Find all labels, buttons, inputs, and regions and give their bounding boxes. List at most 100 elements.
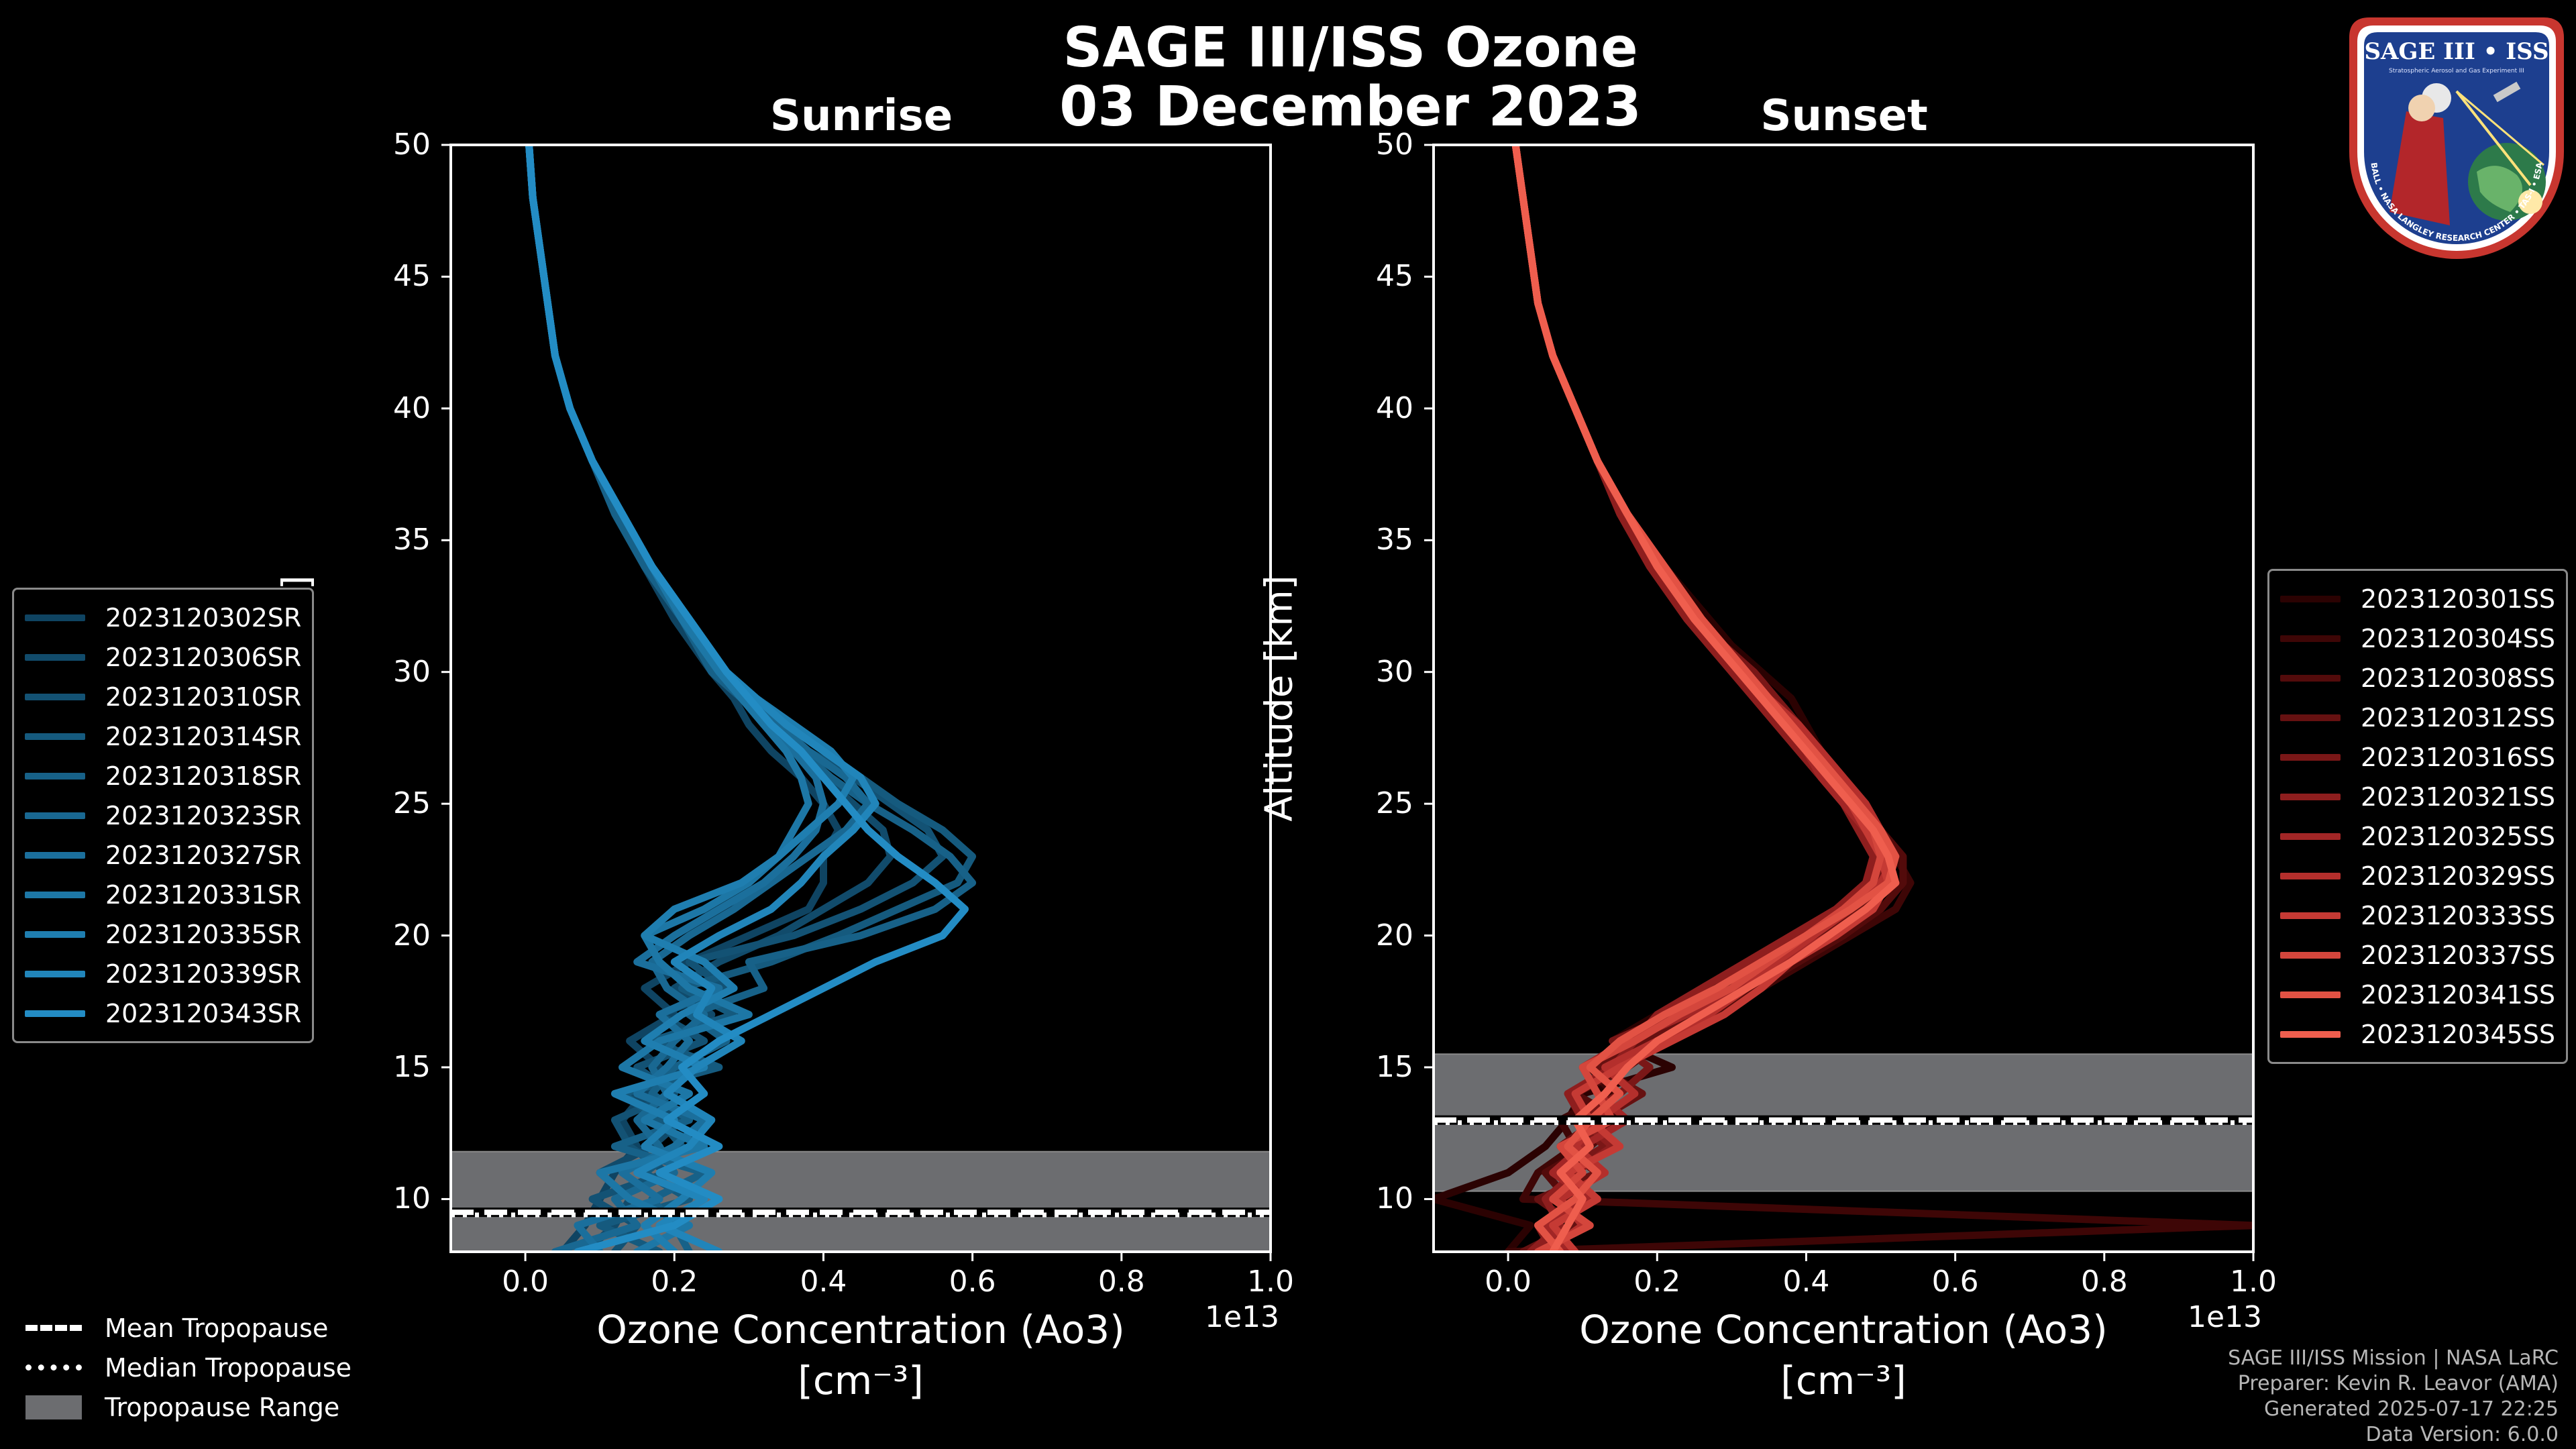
legend-label: 2023120318SR	[105, 761, 302, 791]
legend-label: 2023120302SR	[105, 602, 302, 633]
legend-item: 2023120301SS	[2280, 579, 2555, 619]
legend-item: 2023120308SS	[2280, 658, 2555, 698]
dotted-line-swatch	[25, 1364, 82, 1371]
legend-swatch	[25, 693, 85, 700]
legend-label: 2023120331SR	[105, 879, 302, 910]
sunset-ytick-label: 10	[1376, 1181, 1413, 1216]
legend-swatch	[2280, 912, 2341, 919]
sunrise-x-axis-unit: [cm⁻³]	[798, 1358, 924, 1403]
chart-title-line2: 03 December 2023	[1059, 75, 1642, 139]
sunset-y-axis-label: Altitude [km]	[1257, 575, 1301, 822]
sunset-xtick-label: 0.0	[1485, 1265, 1532, 1299]
legend-item: 2023120329SS	[2280, 856, 2555, 896]
sunrise-series-2023120331SR	[525, 145, 812, 1252]
legend-swatch	[25, 970, 85, 977]
sunset-ytick-label: 15	[1376, 1050, 1413, 1084]
figure-robe-icon	[2390, 111, 2450, 225]
legend-label: 2023120337SS	[2361, 940, 2556, 970]
footer-line: SAGE III/ISS Mission | NASA LaRC	[2228, 1346, 2559, 1370]
range-swatch	[25, 1395, 82, 1419]
sunrise-ytick-label: 15	[393, 1050, 431, 1084]
sunrise-ytick-label: 25	[393, 786, 431, 821]
legend-swatch	[25, 653, 85, 661]
sunrise-x-axis-label: Ozone Concentration (Ao3) [cm⁻³]	[559, 1304, 1163, 1406]
legend-label: 2023120321SS	[2361, 782, 2556, 812]
legend-item: 2023120345SS	[2280, 1014, 2555, 1054]
legend-swatch	[2280, 595, 2341, 602]
sunset-x-axis-label-text: Ozone Concentration (Ao3)	[1579, 1307, 2108, 1352]
badge-subtitle: Stratospheric Aerosol and Gas Experiment…	[2389, 68, 2524, 74]
legend-swatch	[25, 614, 85, 621]
legend-swatch	[2280, 872, 2341, 879]
legend-item: 2023120302SR	[25, 598, 301, 637]
legend-item: 2023120318SR	[25, 756, 301, 796]
sunset-xtick-label: 0.8	[2080, 1265, 2128, 1299]
sunrise-legend: 2023120302SR 2023120306SR 2023120310SR 2023…	[12, 588, 315, 1043]
sunset-ytick-label: 30	[1376, 654, 1413, 689]
badge-title: SAGE III • ISS	[2364, 38, 2548, 65]
legend-item: 2023120325SS	[2280, 816, 2555, 856]
legend-label: 2023120345SS	[2361, 1019, 2556, 1049]
legend-item: 2023120335SR	[25, 914, 301, 954]
sunset-x-exponent: 1e13	[2188, 1300, 2263, 1334]
legend-label: 2023120341SS	[2361, 979, 2556, 1010]
legend-label: 2023120306SR	[105, 642, 302, 672]
sunset-ytick-label: 35	[1376, 523, 1413, 557]
dashed-line-swatch	[25, 1325, 82, 1331]
legend-label: 2023120304SS	[2361, 623, 2556, 653]
legend-swatch	[25, 891, 85, 898]
legend-swatch	[2280, 1030, 2341, 1038]
legend-label: Tropopause Range	[105, 1392, 340, 1422]
iss-station-icon	[2493, 81, 2521, 103]
sunset-xtick-label: 0.6	[1931, 1265, 1979, 1299]
legend-label: 2023120301SS	[2361, 584, 2556, 614]
legend-swatch	[25, 851, 85, 859]
legend-label: 2023120343SR	[105, 998, 302, 1028]
legend-item: 2023120331SR	[25, 875, 301, 914]
chart-title-line1: SAGE III/ISS Ozone	[1063, 16, 1638, 80]
legend-swatch	[25, 812, 85, 819]
tropopause-legend-mean: Mean Tropopause	[25, 1308, 352, 1348]
tropopause-legend-range: Tropopause Range	[25, 1387, 352, 1427]
sunrise-axes-frame	[449, 144, 1272, 1253]
footer-line: Data Version: 6.0.0	[2365, 1423, 2559, 1446]
legend-label: Median Tropopause	[105, 1352, 352, 1383]
legend-swatch	[25, 1010, 85, 1017]
footer-line: Generated 2025-07-17 22:25	[2263, 1397, 2559, 1421]
sunset-x-axis-unit: [cm⁻³]	[1780, 1358, 1907, 1403]
sunrise-xtick-label: 1.0	[1247, 1265, 1294, 1299]
sunset-x-axis-label: Ozone Concentration (Ao3) [cm⁻³]	[1542, 1304, 2145, 1406]
sunrise-ytick-label: 50	[393, 127, 431, 162]
sunrise-ytick-label: 10	[393, 1181, 431, 1216]
sunset-xtick-label: 1.0	[2230, 1265, 2277, 1299]
legend-item: 2023120339SR	[25, 954, 301, 994]
sunrise-plot-area	[451, 145, 1271, 1252]
legend-item: 2023120321SS	[2280, 777, 2555, 816]
sunrise-ytick-label: 40	[393, 390, 431, 425]
legend-label: 2023120314SR	[105, 721, 302, 751]
legend-swatch	[25, 772, 85, 780]
legend-item: 2023120312SS	[2280, 698, 2555, 737]
sunset-series-2023120345SS	[1511, 145, 1900, 1252]
chart-title: SAGE III/ISS Ozone 03 December 2023	[948, 19, 1753, 137]
legend-swatch	[2280, 793, 2341, 800]
legend-label: 2023120325SS	[2361, 821, 2556, 851]
footer-credits: SAGE III/ISS Mission | NASA LaRC Prepare…	[2228, 1346, 2559, 1448]
sunrise-ytick-label: 20	[393, 918, 431, 953]
sunset-ytick-label: 50	[1376, 127, 1413, 162]
sunset-ytick-label: 45	[1376, 259, 1413, 294]
sunset-xtick-label: 0.2	[1633, 1265, 1681, 1299]
sunset-ytick-label: 20	[1376, 918, 1413, 953]
sunrise-panel-title: Sunrise	[769, 91, 953, 141]
sunrise-xtick-label: 0.4	[800, 1265, 847, 1299]
sunrise-ytick-label: 30	[393, 654, 431, 689]
legend-item: 2023120323SR	[25, 796, 301, 835]
legend-swatch	[2280, 753, 2341, 761]
legend-item: 2023120333SS	[2280, 896, 2555, 935]
legend-label: 2023120308SS	[2361, 663, 2556, 693]
sunrise-series-2023120306SR	[525, 145, 894, 1252]
legend-item: 2023120327SR	[25, 835, 301, 875]
legend-label: 2023120339SR	[105, 959, 302, 989]
sunset-panel-title: Sunset	[1760, 91, 1928, 141]
